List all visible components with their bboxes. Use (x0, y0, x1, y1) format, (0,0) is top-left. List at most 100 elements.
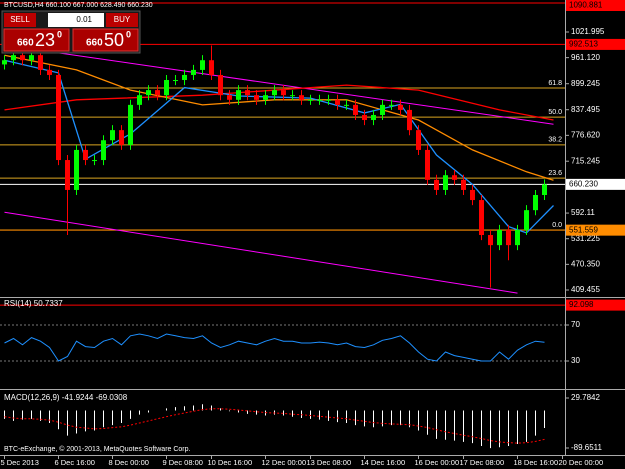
x-tick-label: 8 Dec 00:00 (109, 458, 149, 467)
candle-body (533, 195, 538, 211)
price-label: 551.559 (569, 225, 598, 234)
candle-body (218, 74, 223, 96)
candle-body (281, 90, 286, 96)
candle-body (371, 114, 376, 121)
fib-label: 61.8 (548, 80, 562, 87)
candle-body (200, 60, 205, 70)
fib-label: 0.0 (552, 222, 562, 229)
footer: BTC-eExchange, © 2001-2013, MetaQuotes S… (4, 445, 191, 453)
candle-body (29, 55, 34, 61)
price-label: 1090.881 (569, 1, 603, 10)
y-tick-label: 837.495 (571, 105, 600, 114)
y-tick-label: -89.6511 (571, 443, 603, 452)
buy-price-sup[interactable]: 0 (126, 29, 131, 39)
candle-body (308, 99, 313, 101)
price-label-box (566, 0, 625, 11)
sell-price-prefix[interactable]: 660 (17, 38, 34, 49)
candle-body (47, 69, 52, 75)
buy-label[interactable]: BUY (114, 15, 131, 24)
y-tick-label: 715.245 (571, 156, 600, 165)
candle-body (389, 104, 394, 106)
y-tick-label: 1021.995 (571, 27, 605, 36)
candle-body (344, 104, 349, 106)
sell-button[interactable] (4, 13, 36, 27)
signal-line (4, 408, 545, 444)
candle-body (461, 179, 466, 190)
x-tick-label: 14 Dec 16:00 (361, 458, 406, 467)
y-tick-label: 470.350 (571, 259, 600, 268)
candle-body (299, 95, 304, 100)
fib-label: 38.2 (548, 137, 562, 144)
x-tick-label: 6 Dec 16:00 (55, 458, 95, 467)
candle-body (434, 179, 439, 190)
price-label: 660.230 (569, 179, 598, 188)
candle-body (92, 160, 97, 162)
indicator-line (4, 333, 545, 362)
candle-body (83, 149, 88, 161)
candle-body (254, 95, 259, 100)
candle-body (164, 80, 169, 96)
candle-body (110, 130, 115, 141)
buy-button[interactable] (106, 13, 138, 27)
candle-body (317, 99, 322, 101)
candle-body (236, 90, 241, 100)
candle-body (191, 69, 196, 75)
x-tick-label: 20 Dec 00:00 (559, 458, 604, 467)
x-tick-label: 12 Dec 00:00 (262, 458, 307, 467)
x-tick-label: 16 Dec 00:00 (415, 458, 460, 467)
indicator-title: MACD(12,26,9) -41.9244 -69.0308 (4, 393, 128, 402)
candle-body (74, 149, 79, 190)
y-tick-label: 70 (571, 320, 580, 329)
candle-body (380, 104, 385, 115)
candle-body (497, 229, 502, 246)
candle-body (362, 114, 367, 121)
candle-body (11, 55, 16, 61)
candle-body (515, 229, 520, 246)
price-label: 92.098 (569, 300, 594, 309)
candle-body (353, 104, 358, 115)
candle-body (452, 175, 457, 180)
lot-input[interactable] (48, 13, 104, 27)
candle-body (128, 104, 133, 145)
sell-label[interactable]: SELL (10, 15, 30, 24)
candle-body (506, 229, 511, 246)
sell-price-sup[interactable]: 0 (57, 29, 62, 39)
x-tick-label: 5 Dec 2013 (1, 458, 39, 467)
y-tick-label: 961.120 (571, 53, 600, 62)
sell-price-box[interactable] (3, 28, 70, 52)
candle-body (524, 210, 529, 230)
candle-body (263, 95, 268, 100)
x-tick-label: 9 Dec 08:00 (163, 458, 203, 467)
buy-price-prefix[interactable]: 660 (86, 38, 103, 49)
candle-body (488, 235, 493, 246)
candle-body (20, 55, 25, 61)
y-tick-label: 899.245 (571, 79, 600, 88)
trendline (4, 211, 518, 294)
buy-price-big[interactable]: 50 (104, 30, 124, 50)
price-label-box (566, 224, 625, 236)
y-tick-label: 409.455 (571, 285, 600, 294)
price-label-box (566, 299, 625, 311)
candle-body (245, 90, 250, 96)
symbol-line: BTCUSD,H4 660.100 667.000 628.490 660.23… (4, 2, 153, 9)
sell-price-big[interactable]: 23 (35, 30, 55, 50)
candle-body (146, 90, 151, 96)
x-tick-label: 18 Dec 16:00 (514, 458, 559, 467)
moving-average (4, 84, 554, 121)
buy-price-box[interactable] (72, 28, 139, 52)
lot-value[interactable]: 0.01 (76, 15, 92, 24)
candle-body (425, 149, 430, 180)
candle-body (119, 130, 124, 145)
candle-body (155, 90, 160, 96)
candle-body (101, 140, 106, 161)
y-tick-label: 30 (571, 356, 580, 365)
candle-body (272, 90, 277, 96)
candle-body (470, 189, 475, 201)
candle-body (56, 74, 61, 161)
candle-body (407, 109, 412, 131)
price-label-box (566, 38, 625, 50)
y-tick-label: 592.11 (571, 208, 595, 217)
candle-body (335, 99, 340, 105)
x-tick-label: 13 Dec 08:00 (307, 458, 352, 467)
